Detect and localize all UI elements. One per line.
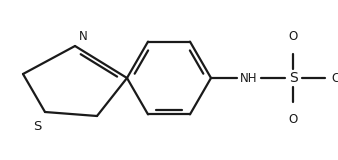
Text: S: S bbox=[289, 71, 297, 85]
Text: NH: NH bbox=[240, 72, 258, 84]
Text: H₂N: H₂N bbox=[0, 65, 1, 79]
Text: O: O bbox=[288, 30, 298, 43]
Text: S: S bbox=[33, 120, 41, 133]
Text: CH₃: CH₃ bbox=[331, 72, 338, 84]
Text: N: N bbox=[79, 30, 88, 43]
Text: O: O bbox=[288, 113, 298, 126]
